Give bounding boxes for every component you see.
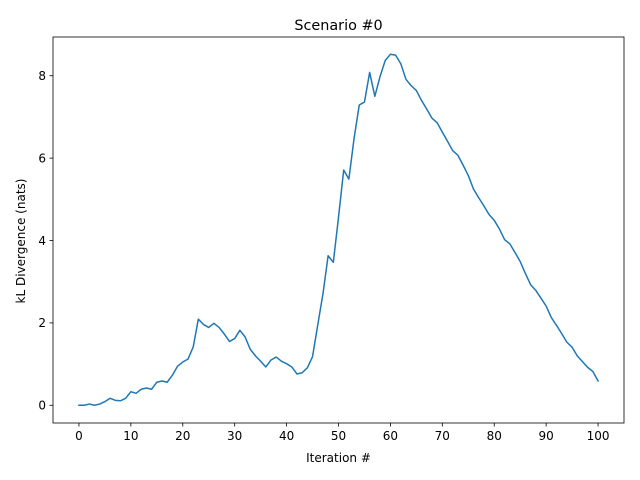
- x-tick-label: 40: [279, 429, 294, 443]
- y-tick-label: 8: [38, 69, 46, 83]
- x-tick-label: 50: [331, 429, 346, 443]
- x-tick-label: 80: [487, 429, 502, 443]
- x-tick-label: 20: [175, 429, 190, 443]
- x-tick-label: 60: [383, 429, 398, 443]
- x-tick-label: 10: [123, 429, 138, 443]
- x-axis-label: Iteration #: [306, 451, 371, 465]
- x-tick-label: 100: [587, 429, 610, 443]
- y-tick-label: 4: [38, 234, 46, 248]
- chart-title: Scenario #0: [294, 18, 382, 34]
- x-tick-label: 70: [435, 429, 450, 443]
- x-tick-label: 0: [75, 429, 83, 443]
- x-axis-ticks: 0 10 20 30 40 50 60 70 80 90 100: [75, 423, 609, 443]
- x-tick-label: 90: [538, 429, 553, 443]
- x-tick-label: 30: [227, 429, 242, 443]
- y-axis-ticks: 0 2 4 6 8: [38, 69, 53, 413]
- series-line-0: [78, 53, 600, 407]
- y-tick-label: 2: [38, 316, 46, 330]
- y-tick-label: 6: [38, 151, 46, 165]
- y-axis-label: kL Divergence (nats): [14, 179, 28, 304]
- y-tick-label: 0: [38, 399, 46, 413]
